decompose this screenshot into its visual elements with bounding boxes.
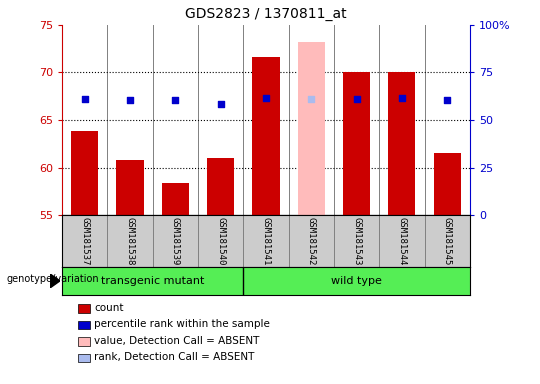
Text: wild type: wild type bbox=[331, 276, 382, 286]
Point bbox=[352, 96, 361, 102]
Text: count: count bbox=[94, 303, 124, 313]
Bar bbox=[343, 73, 370, 215]
Text: GSM181537: GSM181537 bbox=[80, 217, 89, 265]
Bar bbox=[434, 153, 461, 215]
Title: GDS2823 / 1370811_at: GDS2823 / 1370811_at bbox=[185, 7, 347, 21]
Point bbox=[443, 97, 451, 103]
Bar bbox=[252, 57, 280, 215]
Bar bbox=[388, 73, 415, 215]
Bar bbox=[162, 183, 189, 215]
Polygon shape bbox=[50, 274, 60, 288]
Text: GSM181538: GSM181538 bbox=[126, 217, 134, 265]
Text: GSM181545: GSM181545 bbox=[443, 217, 451, 265]
Text: GSM181540: GSM181540 bbox=[216, 217, 225, 265]
Bar bbox=[298, 42, 325, 215]
Text: GSM181539: GSM181539 bbox=[171, 217, 180, 265]
Text: GSM181542: GSM181542 bbox=[307, 217, 316, 265]
Bar bbox=[207, 158, 234, 215]
Bar bbox=[71, 131, 98, 215]
Point bbox=[307, 96, 315, 102]
Text: value, Detection Call = ABSENT: value, Detection Call = ABSENT bbox=[94, 336, 260, 346]
Point bbox=[261, 95, 270, 101]
Text: rank, Detection Call = ABSENT: rank, Detection Call = ABSENT bbox=[94, 352, 255, 362]
Point bbox=[397, 95, 406, 101]
Point bbox=[80, 96, 89, 102]
Point bbox=[217, 101, 225, 107]
Text: GSM181541: GSM181541 bbox=[261, 217, 271, 265]
Text: genotype/variation: genotype/variation bbox=[6, 274, 99, 284]
Bar bbox=[117, 160, 144, 215]
Text: transgenic mutant: transgenic mutant bbox=[101, 276, 204, 286]
Text: percentile rank within the sample: percentile rank within the sample bbox=[94, 319, 271, 329]
Text: GSM181544: GSM181544 bbox=[397, 217, 406, 265]
Text: GSM181543: GSM181543 bbox=[352, 217, 361, 265]
Point bbox=[126, 97, 134, 103]
Point bbox=[171, 97, 180, 103]
